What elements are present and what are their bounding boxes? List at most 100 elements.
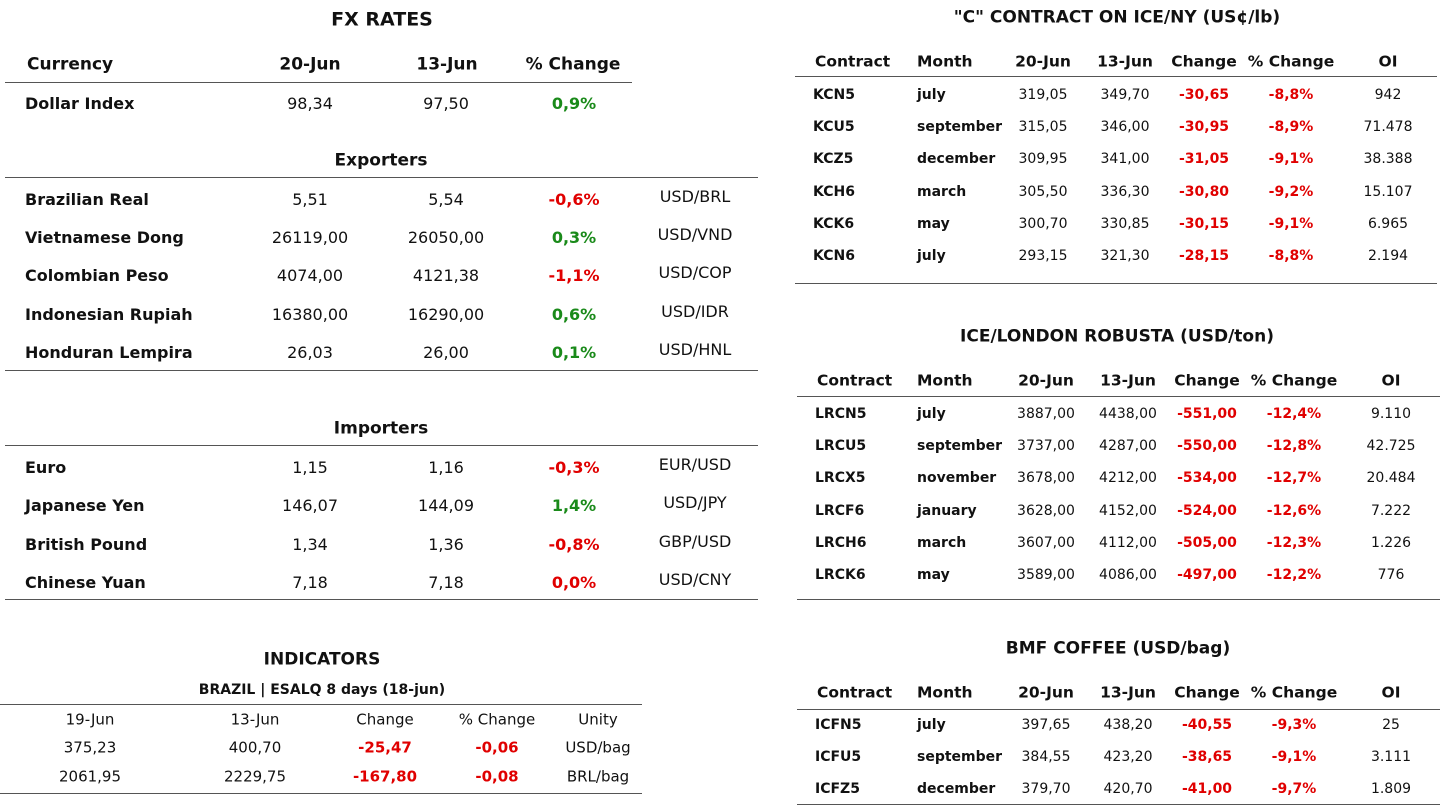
table-cell: 3589,00 — [1017, 567, 1075, 583]
column-header: 13-Jun — [1097, 52, 1153, 71]
table-cell: 293,15 — [1018, 248, 1068, 264]
table-cell: 26,03 — [287, 343, 333, 362]
column-header: % Change — [458, 710, 536, 729]
table-cell: 384,55 — [1021, 749, 1071, 765]
rule — [0, 793, 642, 794]
table-cell: 16380,00 — [271, 305, 349, 324]
rule — [0, 704, 642, 705]
table-cell: -1,1% — [548, 266, 600, 285]
table-cell: 26119,00 — [271, 228, 349, 247]
table-cell: KCN6 — [813, 248, 855, 264]
table-cell: 38.388 — [1363, 151, 1413, 167]
table-cell: january — [917, 503, 977, 519]
column-header: Month — [917, 683, 973, 702]
rule — [5, 82, 632, 83]
table-cell: 420,70 — [1103, 781, 1153, 797]
table-cell: -9,2% — [1268, 184, 1314, 200]
column-header: Contract — [817, 371, 893, 390]
column-header: 20-Jun — [1018, 371, 1074, 390]
table-cell: Brazilian Real — [25, 190, 149, 209]
rule — [5, 370, 758, 371]
table-cell: july — [917, 87, 946, 103]
table-cell: Euro — [25, 458, 67, 477]
table-cell: -0,6% — [548, 190, 600, 209]
table-cell: 1,4% — [551, 496, 597, 515]
table-cell: 321,30 — [1100, 248, 1150, 264]
table-cell: ICFN5 — [815, 717, 862, 733]
table-cell: 98,34 — [287, 94, 333, 113]
table-cell: september — [917, 438, 1003, 454]
table-cell: -550,00 — [1177, 438, 1237, 454]
column-header: Change — [1174, 683, 1240, 702]
table-cell: 42.725 — [1366, 438, 1416, 454]
table-cell: 375,23 — [63, 738, 117, 757]
table-cell: -0,06 — [475, 738, 519, 757]
table-cell: 379,70 — [1021, 781, 1071, 797]
table-cell: -9,3% — [1271, 717, 1317, 733]
table-cell: -0,3% — [548, 458, 600, 477]
table-cell: -167,80 — [352, 767, 418, 786]
table-cell: 3887,00 — [1017, 406, 1075, 422]
table-cell: USD/IDR — [661, 302, 729, 321]
table-cell: july — [917, 406, 946, 422]
table-cell: ICFU5 — [815, 749, 862, 765]
table-cell: USD/CNY — [658, 570, 732, 589]
column-header: 20-Jun — [1015, 52, 1071, 71]
table-cell: 5,54 — [428, 190, 464, 209]
column-header: OI — [1381, 371, 1401, 390]
table-cell: -25,47 — [358, 738, 412, 757]
table-cell: -505,00 — [1177, 535, 1237, 551]
table-cell: 336,30 — [1100, 184, 1150, 200]
rule — [797, 396, 1440, 397]
table-cell: KCZ5 — [813, 151, 854, 167]
table-cell: 25 — [1382, 717, 1400, 733]
table-cell: 144,09 — [418, 496, 474, 515]
table-cell: 4121,38 — [412, 266, 480, 285]
table-cell: -31,05 — [1178, 151, 1230, 167]
table-cell: Japanese Yen — [25, 496, 145, 515]
column-header: % Change — [1250, 371, 1338, 390]
section-title: INDICATORS — [263, 649, 381, 670]
column-header: Change — [1174, 371, 1240, 390]
column-header: Contract — [817, 683, 893, 702]
table-cell: 4086,00 — [1099, 567, 1157, 583]
section-title: BMF COFFEE (USD/bag) — [1005, 638, 1231, 659]
table-cell: -9,1% — [1268, 151, 1314, 167]
table-cell: KCK6 — [813, 216, 855, 232]
table-cell: 423,20 — [1103, 749, 1153, 765]
table-cell: USD/COP — [658, 263, 732, 282]
table-cell: LRCX5 — [815, 470, 866, 486]
table-cell: 146,07 — [282, 496, 338, 515]
table-cell: LRCN5 — [815, 406, 867, 422]
table-cell: -9,7% — [1271, 781, 1317, 797]
table-cell: -12,3% — [1266, 535, 1322, 551]
column-header: Currency — [27, 54, 114, 75]
rule — [797, 599, 1440, 600]
table-cell: 3737,00 — [1017, 438, 1075, 454]
table-cell: GBP/USD — [658, 532, 732, 551]
column-header: 13-Jun — [416, 54, 478, 75]
table-cell: LRCK6 — [815, 567, 866, 583]
table-cell: BRL/bag — [566, 767, 630, 786]
table-cell: -12,8% — [1266, 438, 1322, 454]
table-cell: march — [917, 535, 967, 551]
table-cell: LRCU5 — [815, 438, 867, 454]
table-cell: USD/bag — [565, 738, 631, 757]
table-cell: -12,6% — [1266, 503, 1322, 519]
table-cell: 71.478 — [1363, 119, 1413, 135]
table-cell: 0,1% — [551, 343, 597, 362]
table-cell: 2061,95 — [58, 767, 122, 786]
table-cell: 330,85 — [1100, 216, 1150, 232]
table-cell: 4287,00 — [1099, 438, 1157, 454]
table-cell: -8,9% — [1268, 119, 1314, 135]
table-cell: july — [917, 248, 946, 264]
table-cell: 4212,00 — [1099, 470, 1157, 486]
table-cell: 942 — [1374, 87, 1402, 103]
table-cell: 2.194 — [1367, 248, 1409, 264]
section-title: Exporters — [334, 150, 428, 171]
table-cell: 4112,00 — [1099, 535, 1157, 551]
table-cell: KCN5 — [813, 87, 855, 103]
table-cell: 0,0% — [551, 573, 597, 592]
column-header: 20-Jun — [279, 54, 341, 75]
table-cell: USD/BRL — [659, 187, 731, 206]
